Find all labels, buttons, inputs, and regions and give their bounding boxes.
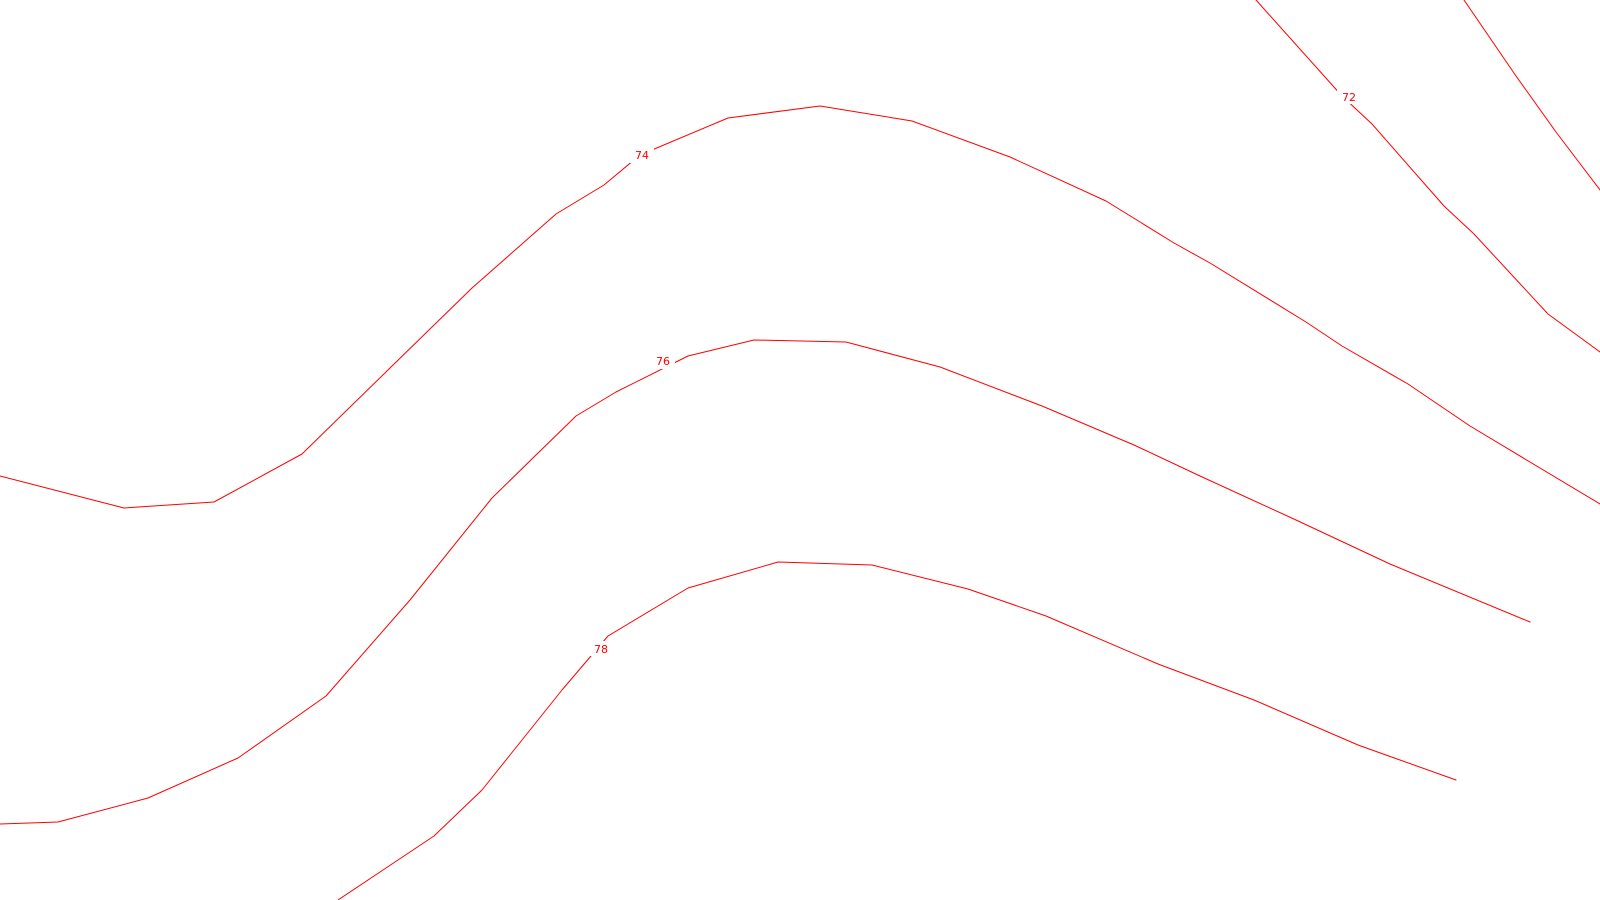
contour-line-72: 72 xyxy=(1255,0,1600,353)
contour-72-segment-b xyxy=(1463,0,1600,191)
contour-72-label-mask xyxy=(1337,89,1361,104)
contour-label-76: 76 xyxy=(656,355,670,368)
contour-label-72: 72 xyxy=(1342,91,1356,104)
contour-76-label-mask xyxy=(651,354,675,369)
contour-74-segment xyxy=(0,105,1600,509)
contour-74-label-mask xyxy=(630,148,654,163)
contour-label-74: 74 xyxy=(635,149,649,162)
contour-line-76: 76 xyxy=(0,339,1531,825)
contour-line-74: 74 xyxy=(0,105,1600,509)
contour-76-segment xyxy=(0,339,1531,825)
contour-label-78: 78 xyxy=(594,643,608,656)
contour-78-label-mask xyxy=(589,641,613,656)
contour-78-segment xyxy=(337,561,1457,900)
contour-line-78: 78 xyxy=(337,561,1457,900)
contour-72-segment-a xyxy=(1255,0,1600,353)
